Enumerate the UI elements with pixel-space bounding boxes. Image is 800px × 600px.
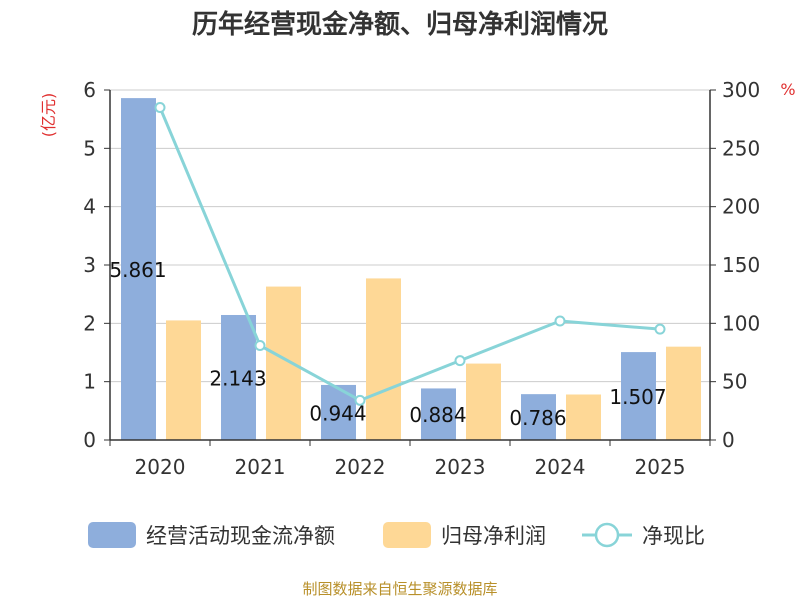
ratio-point[interactable] [454, 355, 466, 367]
data-label: 1.507 [609, 385, 666, 409]
chart-title: 历年经营现金净额、归母净利润情况 [192, 9, 608, 40]
bar-net-profit[interactable] [466, 363, 501, 440]
right-tick-label: 200 [722, 195, 760, 219]
bar-cash-flow[interactable] [521, 394, 556, 440]
ratio-point[interactable] [654, 323, 666, 335]
legend-item-net-profit[interactable]: 归母净利润 [383, 522, 546, 548]
bar-net-profit[interactable] [566, 394, 601, 441]
data-label: 5.861 [109, 258, 166, 282]
ratio-point[interactable] [554, 315, 566, 327]
left-tick-label: 5 [83, 136, 96, 160]
bar-cash-flow[interactable] [421, 388, 456, 440]
x-tick-label: 2021 [235, 455, 286, 479]
legend-item-ratio[interactable]: 净现比 [582, 522, 705, 548]
right-tick-label: 300 [722, 78, 760, 102]
bar-net-profit[interactable] [266, 286, 301, 440]
legend[interactable]: 经营活动现金流净额 归母净利润 净现比 [88, 522, 705, 548]
data-label: 0.884 [409, 403, 466, 427]
legend-label: 归母净利润 [441, 524, 546, 548]
right-tick-label: 50 [722, 370, 747, 394]
ratio-line [154, 102, 666, 406]
legend-swatch [88, 522, 136, 548]
x-tick-label: 2024 [535, 455, 586, 479]
bar-net-profit[interactable] [366, 278, 401, 440]
right-tick-label: 150 [722, 253, 760, 277]
legend-swatch [383, 522, 431, 548]
ratio-point[interactable] [354, 394, 366, 406]
ratio-line-path [158, 106, 661, 402]
source-note: 制图数据来自恒生聚源数据库 [302, 580, 497, 598]
legend-marker [594, 522, 620, 548]
left-tick-label: 0 [83, 428, 96, 452]
bar-cash-flow[interactable] [621, 352, 656, 440]
ratio-point[interactable] [154, 102, 166, 113]
bar-net-profit[interactable] [166, 320, 201, 440]
legend-label: 经营活动现金流净额 [146, 524, 335, 548]
left-tick-label: 2 [83, 311, 96, 335]
axes: 0 1 2 3 4 5 6 0 50 100 150 200 250 300 2020 2021 2022 202… [83, 78, 760, 479]
legend-label: 净现比 [642, 524, 705, 548]
bar-net-profit[interactable] [666, 346, 701, 440]
ratio-point[interactable] [254, 340, 266, 351]
x-tick-label: 2025 [635, 455, 686, 479]
bar-cash-flow[interactable] [221, 314, 256, 440]
data-label: 0.786 [509, 406, 566, 430]
left-tick-label: 6 [83, 78, 96, 102]
right-tick-label: 0 [722, 428, 735, 452]
right-axis-unit: % [780, 80, 795, 99]
x-tick-label: 2022 [335, 455, 386, 479]
x-tick-label: 2020 [135, 455, 186, 479]
left-axis-unit: (亿元) [39, 93, 58, 138]
data-label: 2.143 [209, 366, 266, 390]
legend-item-cash-flow[interactable]: 经营活动现金流净额 [88, 522, 335, 548]
x-tick-label: 2023 [435, 455, 486, 479]
left-tick-label: 4 [83, 195, 96, 219]
right-tick-label: 100 [722, 311, 760, 335]
left-tick-label: 1 [83, 370, 96, 394]
left-tick-label: 3 [83, 253, 96, 277]
bar-cash-flow[interactable] [121, 98, 156, 440]
data-label: 0.944 [309, 401, 366, 425]
right-tick-label: 250 [722, 136, 760, 160]
grid [110, 89, 710, 383]
data-labels: 5.861 2.143 0.944 0.884 0.786 1.507 [109, 258, 666, 430]
